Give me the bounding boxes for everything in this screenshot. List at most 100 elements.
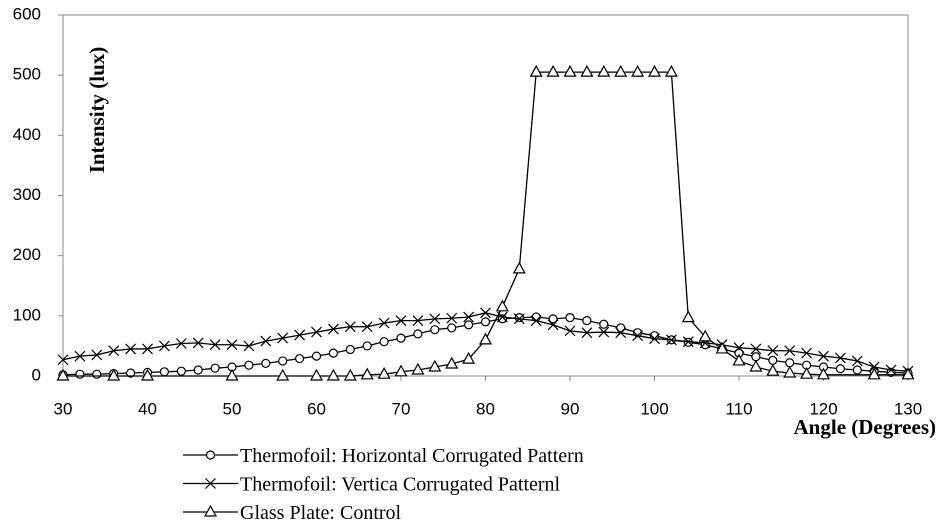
marker — [446, 312, 458, 324]
marker — [243, 340, 255, 352]
marker — [463, 311, 475, 323]
marker — [91, 349, 103, 361]
marker — [210, 363, 220, 373]
marker — [512, 261, 526, 274]
marker — [851, 355, 863, 367]
marker — [107, 368, 121, 381]
marker — [784, 345, 796, 357]
marker — [343, 368, 357, 381]
marker — [462, 351, 476, 364]
marker — [362, 341, 372, 351]
marker — [546, 64, 560, 77]
y-tick-label: 500 — [13, 65, 41, 84]
marker — [244, 360, 254, 370]
marker — [614, 64, 628, 77]
marker — [126, 368, 136, 378]
marker — [361, 321, 373, 333]
marker — [664, 64, 678, 77]
y-tick-label: 100 — [13, 305, 41, 324]
marker — [647, 64, 662, 77]
marker — [785, 358, 795, 368]
marker — [413, 329, 423, 339]
marker — [530, 315, 542, 327]
marker — [580, 64, 594, 77]
marker — [205, 478, 216, 489]
marker — [327, 323, 339, 335]
marker — [311, 351, 322, 361]
marker — [801, 347, 813, 359]
marker — [57, 354, 69, 366]
marker — [140, 368, 155, 381]
marker — [158, 340, 170, 352]
x-tick-label: 60 — [307, 399, 326, 418]
marker — [429, 313, 441, 325]
marker — [142, 343, 153, 355]
marker — [749, 359, 763, 372]
marker — [495, 299, 509, 312]
marker — [783, 365, 797, 378]
marker — [766, 363, 780, 376]
y-tick-label: 300 — [13, 185, 41, 204]
marker — [447, 323, 457, 333]
marker — [428, 359, 442, 372]
marker — [665, 334, 677, 346]
marker — [818, 350, 829, 362]
marker — [360, 367, 374, 380]
marker — [768, 355, 778, 365]
marker — [750, 343, 762, 355]
marker — [480, 307, 491, 319]
marker — [478, 332, 493, 345]
marker — [394, 364, 408, 377]
marker — [480, 317, 491, 327]
marker — [295, 353, 305, 364]
x-tick-label: 90 — [561, 399, 580, 418]
marker — [631, 64, 645, 77]
marker — [732, 353, 746, 366]
x-tick-label: 50 — [223, 399, 242, 418]
marker — [514, 313, 524, 323]
marker — [751, 352, 761, 362]
x-tick-label: 120 — [809, 399, 837, 418]
marker — [379, 337, 389, 347]
marker — [108, 345, 120, 357]
marker — [277, 332, 289, 344]
marker — [597, 64, 611, 77]
marker — [205, 450, 216, 460]
marker — [328, 348, 338, 358]
marker — [834, 352, 846, 364]
marker — [598, 326, 610, 338]
x-tick-label: 110 — [725, 399, 752, 418]
x-tick-label: 30 — [54, 399, 73, 418]
marker — [632, 330, 644, 342]
marker — [563, 64, 577, 77]
marker — [700, 340, 710, 350]
marker — [225, 368, 239, 381]
marker — [582, 316, 592, 326]
marker — [344, 321, 356, 333]
marker — [309, 368, 324, 381]
marker — [176, 366, 186, 376]
marker — [868, 361, 880, 373]
marker — [92, 369, 102, 379]
legend-label: Thermofoil: Horizontal Corrugated Patter… — [240, 445, 584, 467]
marker — [75, 369, 85, 379]
marker — [74, 350, 86, 362]
marker — [395, 315, 407, 327]
marker — [767, 345, 779, 357]
marker — [599, 319, 609, 329]
marker — [548, 314, 558, 324]
marker — [378, 317, 390, 329]
x-tick-label: 40 — [138, 399, 157, 418]
series-line — [63, 71, 908, 377]
marker — [885, 364, 897, 376]
y-tick-label: 600 — [13, 4, 41, 23]
marker — [260, 335, 272, 347]
marker — [377, 366, 391, 379]
marker — [276, 368, 290, 381]
marker — [209, 339, 221, 351]
y-tick-label: 0 — [32, 365, 41, 384]
marker — [192, 337, 204, 349]
marker — [513, 313, 525, 325]
marker — [445, 356, 459, 369]
marker — [852, 365, 862, 375]
